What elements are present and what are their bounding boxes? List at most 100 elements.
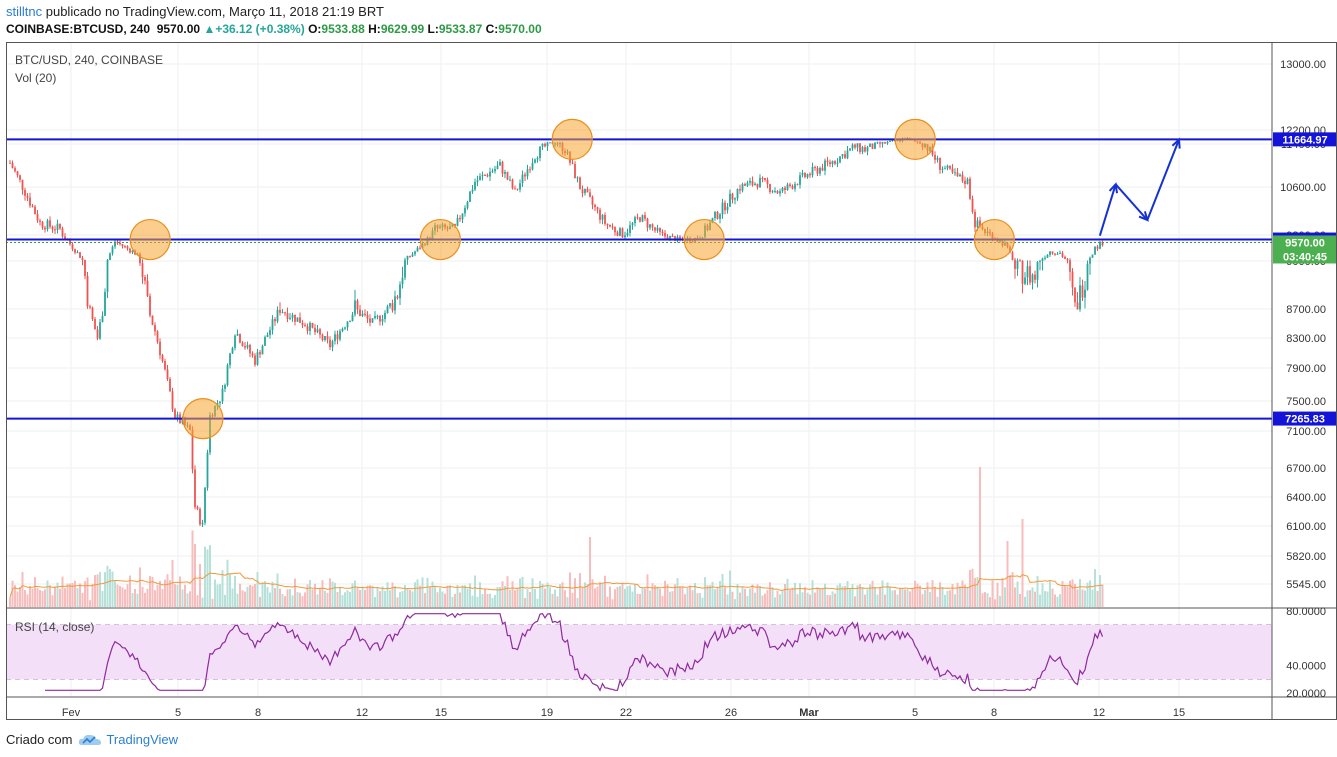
created-with: Criado com xyxy=(6,732,73,747)
candle-body xyxy=(1021,260,1024,284)
volume-bar xyxy=(819,588,821,607)
candle-body xyxy=(664,232,666,237)
volume-bar xyxy=(216,584,219,607)
volume-bar xyxy=(459,592,461,607)
grid xyxy=(6,42,1272,697)
candle-body xyxy=(609,224,611,227)
volume-bar xyxy=(506,576,509,607)
volume-bar xyxy=(746,596,749,607)
volume-bar xyxy=(159,580,161,607)
volume-bar xyxy=(509,589,511,607)
candle-body xyxy=(514,188,516,190)
volume-bar xyxy=(1056,596,1059,607)
price-chart[interactable]: BTC/USD, 240, COINBASE Vol (20) RSI (14,… xyxy=(6,42,1337,720)
volume-bar xyxy=(984,592,986,607)
candle-body xyxy=(789,184,791,187)
volume-bar xyxy=(674,584,676,607)
volume-bar xyxy=(199,563,201,607)
volume-bar xyxy=(449,585,451,607)
volume-bar xyxy=(891,590,894,607)
candle-body xyxy=(49,220,51,227)
candle-body xyxy=(1034,274,1036,280)
candle-body xyxy=(524,174,526,177)
volume-bar xyxy=(51,595,54,607)
candle-body xyxy=(966,178,969,185)
candle-body xyxy=(939,157,941,170)
volume-bar xyxy=(971,568,974,607)
candle-body xyxy=(346,321,349,328)
candle-body xyxy=(164,361,166,370)
volume-bar xyxy=(549,587,551,607)
candle-body xyxy=(1029,266,1031,283)
candle-body xyxy=(364,313,366,315)
candle-body xyxy=(466,201,469,208)
price-tick-label: 5545.00 xyxy=(1286,579,1326,591)
volume-bar xyxy=(719,581,721,607)
volume-bar xyxy=(631,591,634,607)
time-tick-label: 12 xyxy=(356,707,368,719)
candle-body xyxy=(39,220,41,222)
volume-bar xyxy=(784,583,786,607)
volume-bar xyxy=(599,582,601,607)
volume-bar xyxy=(69,583,71,607)
candle-body xyxy=(96,329,99,339)
volume-bar xyxy=(676,578,679,607)
candle-body xyxy=(54,229,56,231)
volume-bar xyxy=(969,569,971,607)
volume-bar xyxy=(246,586,249,607)
rsi-label: RSI (14, close) xyxy=(15,620,94,634)
chart-frame[interactable]: BTC/USD, 240, COINBASE Vol (20) RSI (14,… xyxy=(6,42,1337,720)
volume-bar xyxy=(1016,581,1019,607)
candle-body xyxy=(851,144,854,149)
price-tick-label: 6100.00 xyxy=(1286,521,1326,533)
candle-body xyxy=(26,195,29,198)
volume-bar xyxy=(1061,581,1064,607)
volume-bar xyxy=(864,594,866,607)
candle-body xyxy=(859,143,861,152)
time-tick-label: 5 xyxy=(175,707,181,719)
volume-bar xyxy=(1051,588,1054,607)
price-tick-label: 10600.00 xyxy=(1280,182,1326,194)
candle-body xyxy=(89,306,91,308)
volume-bar xyxy=(981,593,984,607)
volume-bar xyxy=(209,545,211,607)
candle-body xyxy=(404,259,406,278)
candle-body xyxy=(344,327,346,329)
volume-bar xyxy=(454,593,456,607)
volume-bar xyxy=(464,585,466,607)
author-link[interactable]: stilltnc xyxy=(6,4,43,19)
volume-bar xyxy=(1066,586,1069,607)
candle-body xyxy=(314,327,316,333)
volume-bar xyxy=(71,582,74,607)
candle-body xyxy=(641,215,644,222)
tradingview-brand[interactable]: TradingView xyxy=(78,732,178,747)
volume-bar xyxy=(1041,583,1044,607)
candle-body xyxy=(571,162,574,164)
candle-body xyxy=(841,154,844,157)
volume-bar xyxy=(826,594,829,607)
candle-body xyxy=(526,169,529,177)
candle-body xyxy=(71,244,74,250)
volume-bar xyxy=(861,586,864,607)
candle-body xyxy=(236,334,239,336)
volume-bar xyxy=(1034,591,1036,607)
candle-body xyxy=(741,183,744,191)
candle-body xyxy=(126,246,129,249)
candle-body xyxy=(519,183,521,190)
volume-bar xyxy=(821,588,824,607)
volume-bar xyxy=(359,590,361,607)
candle-body xyxy=(766,179,769,185)
volume-bar xyxy=(906,589,909,607)
candle-body xyxy=(1011,252,1014,260)
volume-bar xyxy=(404,585,406,607)
price-level-value: 11664.97 xyxy=(1282,134,1327,146)
candle-body xyxy=(979,220,981,227)
candle-body xyxy=(394,296,396,311)
volume-bar xyxy=(896,594,899,607)
candle-body xyxy=(656,227,659,231)
highlight-circle xyxy=(894,118,936,160)
volume-bar xyxy=(769,582,771,607)
volume-bar xyxy=(81,592,84,607)
volume-bar xyxy=(369,585,371,607)
candle-body xyxy=(94,319,96,330)
